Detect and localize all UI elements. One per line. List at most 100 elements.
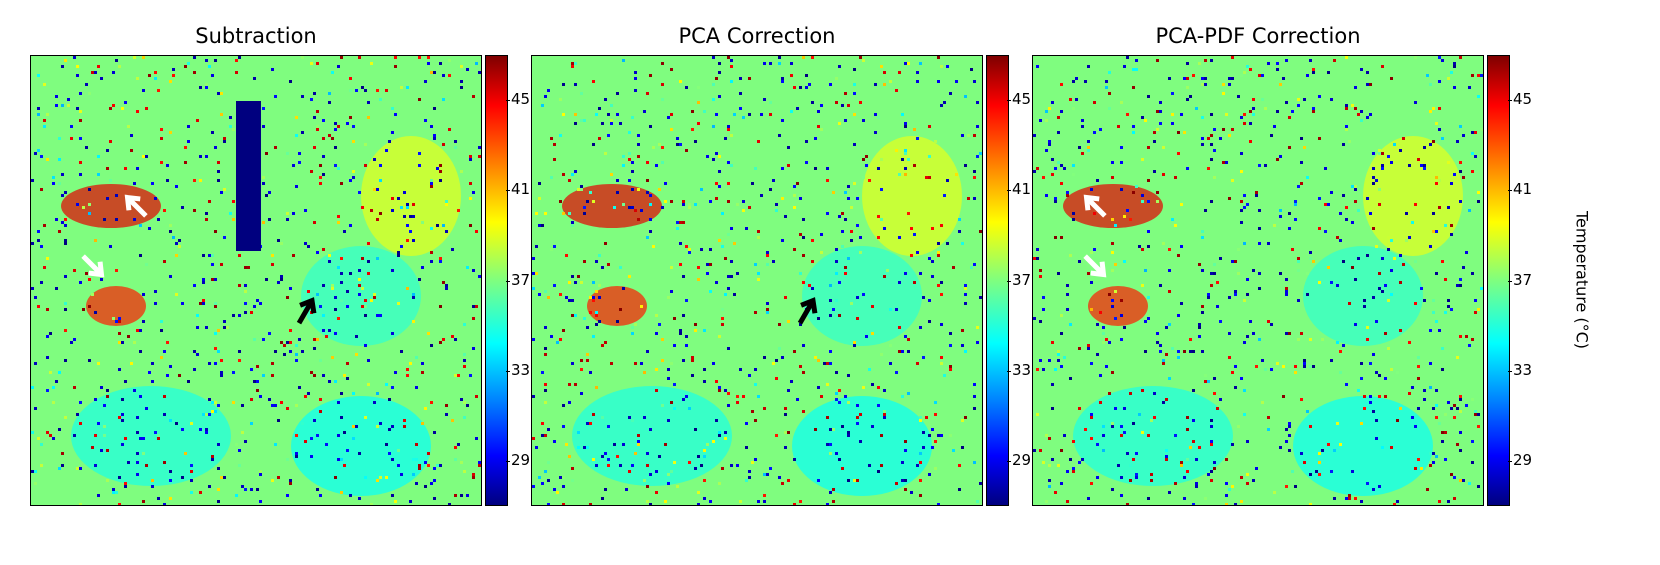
heatmap-pixel [1429, 452, 1432, 455]
heatmap-pixel [1297, 98, 1300, 101]
heatmap-pixel [679, 263, 682, 266]
heatmap-pixel [1378, 149, 1381, 152]
heatmap-region [1073, 386, 1233, 486]
heatmap-pixel [274, 95, 277, 98]
heatmap-pixel [649, 503, 652, 505]
heatmap-pixel [202, 413, 205, 416]
heatmap-pixel [904, 125, 907, 128]
heatmap-pixel [904, 488, 907, 491]
heatmap-pixel [1120, 188, 1123, 191]
heatmap-pixel [1228, 197, 1231, 200]
heatmap-pixel [322, 155, 325, 158]
heatmap-pixel [1057, 131, 1060, 134]
heatmap-pixel [1150, 419, 1153, 422]
heatmap-pixel [775, 377, 778, 380]
panel-title: PCA Correction [678, 24, 836, 48]
heatmap-pixel [1285, 293, 1288, 296]
heatmap-pixel [676, 485, 679, 488]
heatmap-pixel [616, 92, 619, 95]
heatmap-pixel [928, 155, 931, 158]
heatmap-pixel [778, 56, 781, 59]
heatmap-pixel [1327, 71, 1330, 74]
heatmap-pixel [337, 65, 340, 68]
heatmap-pixel [418, 98, 421, 101]
heatmap-pixel [838, 215, 841, 218]
heatmap-pixel [1090, 416, 1093, 419]
heatmap-pixel [898, 281, 901, 284]
heatmap-region [792, 396, 932, 496]
heatmap-pixel [1060, 164, 1063, 167]
heatmap-pixel [295, 116, 298, 119]
heatmap-pixel [205, 155, 208, 158]
heatmap-pixel [1252, 98, 1255, 101]
heatmap-pixel [79, 503, 82, 505]
heatmap-pixel [1108, 293, 1111, 296]
heatmap-pixel [1447, 500, 1450, 503]
heatmap-pixel [91, 446, 94, 449]
heatmap-pixel [940, 293, 943, 296]
heatmap-pixel [1192, 74, 1195, 77]
heatmap-pixel [478, 275, 481, 278]
heatmap-pixel [859, 56, 862, 59]
heatmap-pixel [622, 203, 625, 206]
heatmap-pixel [1237, 272, 1240, 275]
heatmap-pixel [685, 299, 688, 302]
heatmap-pixel [304, 242, 307, 245]
heatmap-pixel [544, 353, 547, 356]
heatmap-pixel [1147, 296, 1150, 299]
heatmap-pixel [655, 314, 658, 317]
heatmap-pixel [1312, 260, 1315, 263]
heatmap-pixel [145, 155, 148, 158]
heatmap-pixel [763, 473, 766, 476]
heatmap-pixel [1339, 443, 1342, 446]
heatmap-pixel [1228, 356, 1231, 359]
heatmap-pixel [1477, 413, 1480, 416]
heatmap-pixel [850, 206, 853, 209]
heatmap-pixel [727, 404, 730, 407]
heatmap-pixel [1174, 434, 1177, 437]
heatmap-pixel [727, 233, 730, 236]
heatmap-pixel [139, 254, 142, 257]
heatmap-pixel [220, 113, 223, 116]
heatmap-pixel [685, 245, 688, 248]
heatmap-pixel [1402, 263, 1405, 266]
heatmap-pixel [1261, 74, 1264, 77]
heatmap-pixel [163, 503, 166, 505]
heatmap-pixel [286, 296, 289, 299]
heatmap-pixel [712, 362, 715, 365]
heatmap-pixel [1261, 98, 1264, 101]
heatmap-pixel [391, 494, 394, 497]
heatmap-pixel [208, 485, 211, 488]
heatmap-pixel [853, 68, 856, 71]
heatmap-pixel [1054, 491, 1057, 494]
heatmap-pixel [1279, 215, 1282, 218]
heatmap-pixel [442, 143, 445, 146]
heatmap-pixel [943, 101, 946, 104]
heatmap-pixel [763, 494, 766, 497]
heatmap-pixel [1072, 218, 1075, 221]
heatmap-pixel [1057, 161, 1060, 164]
heatmap-pixel [394, 56, 397, 59]
heatmap-pixel [337, 434, 340, 437]
heatmap-pixel [847, 401, 850, 404]
heatmap-pixel [433, 137, 436, 140]
heatmap-pixel [1306, 410, 1309, 413]
heatmap-pixel [316, 434, 319, 437]
heatmap-pixel [1111, 251, 1114, 254]
heatmap-pixel [826, 443, 829, 446]
heatmap-pixel [1372, 410, 1375, 413]
heatmap-pixel [205, 59, 208, 62]
heatmap-pixel [877, 167, 880, 170]
heatmap-pixel [1450, 224, 1453, 227]
heatmap-pixel [229, 116, 232, 119]
heatmap-pixel [202, 278, 205, 281]
heatmap-pixel [430, 185, 433, 188]
heatmap-pixel [598, 296, 601, 299]
heatmap-pixel [910, 227, 913, 230]
heatmap-pixel [1165, 326, 1168, 329]
heatmap-pixel [430, 344, 433, 347]
heatmap-pixel [1144, 119, 1147, 122]
heatmap-pixel [973, 176, 976, 179]
heatmap-pixel [157, 497, 160, 500]
heatmap-pixel [1201, 83, 1204, 86]
